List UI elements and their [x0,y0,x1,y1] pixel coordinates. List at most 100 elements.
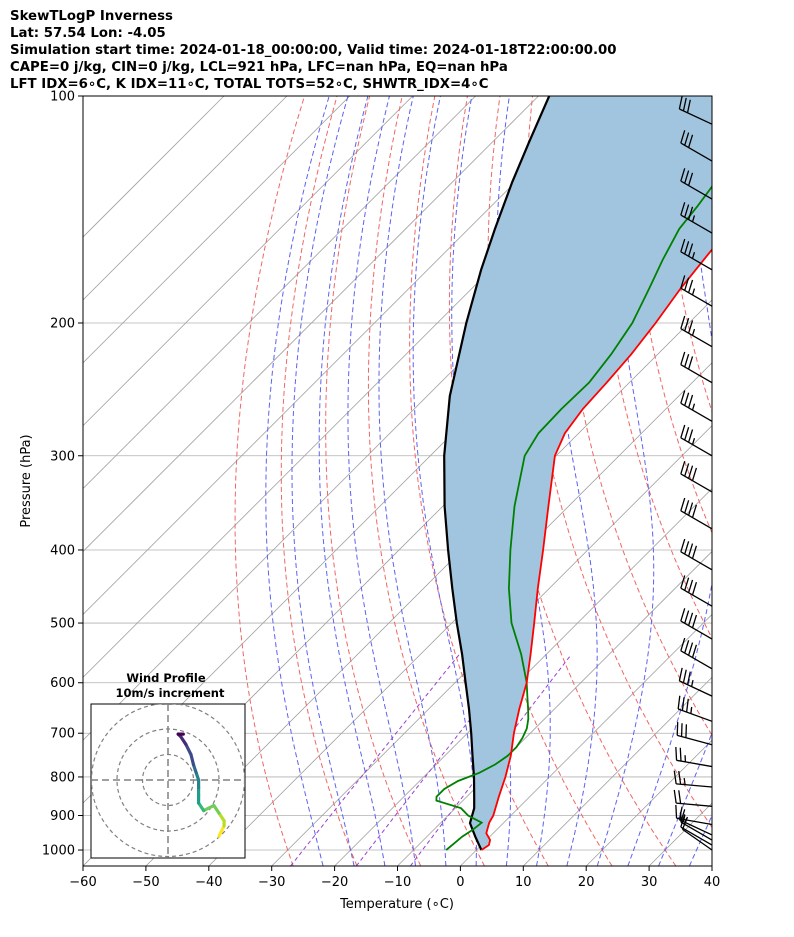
hodograph-trace-segment [202,803,216,813]
isotherm [83,96,602,615]
isotherm [83,96,413,427]
wind-barb [680,315,713,348]
dry-adiabat [595,96,712,640]
title-times: Simulation start time: 2024-01-18_00:00:… [10,43,617,58]
hodograph-title: Wind Profile [126,671,206,685]
isotherm [83,96,288,301]
y-tick-label: 1000 [42,844,75,859]
title-location: Lat: 57.54 Lon: -4.05 [10,26,166,41]
title-other-indices: LFT IDX=6∘C, K IDX=11∘C, TOTAL TOTS=52∘C… [10,77,489,92]
moist-adiabat [265,96,330,866]
isotherm [775,96,794,866]
isotherm [83,96,351,364]
x-tick-label: 0 [456,875,464,890]
mixing-ratio-line [290,653,460,866]
temperature-line [480,248,712,851]
wind-barb [676,722,713,746]
dry-adiabat [761,96,794,866]
x-tick-label: −10 [384,875,411,890]
x-tick-label: 10 [515,875,532,890]
parcel-temperature-area [444,96,712,850]
dry-adiabat [325,96,422,866]
dry-adiabat [728,96,794,866]
dry-adiabat [367,96,485,866]
wind-barb [673,789,713,807]
isotherm [271,425,712,866]
x-tick-label: −50 [132,875,159,890]
isotherm [460,613,712,866]
chart-header: SkewTLogP Inverness Lat: 57.54 Lon: -4.0… [10,8,790,93]
x-tick-label: −30 [258,875,285,890]
y-tick-label: 100 [50,90,75,105]
axes: −60 −50 −40 −30 −20 −10 0 10 20 30 40 1000 900 800 700… [42,90,720,891]
wind-barb [680,637,713,670]
wind-barb [680,168,713,200]
y-tick-label: 200 [50,316,75,331]
wind-barb [680,390,713,422]
isotherm [397,550,712,866]
y-tick-label: 500 [50,617,75,632]
plot-area [83,96,794,866]
wind-barb [680,460,713,493]
moist-adiabat [318,96,386,866]
y-tick-label: 800 [50,770,75,785]
wind-barb [678,95,713,125]
wind-barb [673,770,713,788]
isotherm [83,96,539,553]
mixing-ratio-lines [290,653,572,866]
wind-barb [680,130,713,162]
wind-barb [675,804,713,826]
wind-barb [680,424,713,457]
title-stability-indices: CAPE=0 j/kg, CIN=0 j/kg, LCL=921 hPa, LF… [10,60,508,75]
moist-adiabat [378,96,447,866]
moist-adiabat [720,96,794,866]
hodograph-inset: Wind Profile 10m/s increment [90,671,246,859]
moist-adiabat [596,96,655,866]
wind-barb [680,608,713,640]
y-tick-label: 600 [50,676,75,691]
dry-adiabat [409,96,549,866]
moist-adiabats [265,96,794,866]
x-tick-label: 20 [578,875,595,890]
y-tick-label: 300 [50,449,75,464]
wind-barbs [673,95,713,851]
wind-barb [675,746,713,768]
dewpoint-line [435,185,712,851]
x-tick-label: 30 [641,875,658,890]
dry-adiabat [234,96,305,866]
hodograph-trace-segment [184,742,193,757]
wind-barb [680,351,713,384]
wind-barb [680,275,713,307]
x-axis-label: Temperature (∘C) [339,897,454,912]
dry-adiabat [280,96,358,866]
moist-adiabat [412,96,477,866]
dry-adiabat [662,96,712,414]
isotherm [83,96,476,490]
isotherm [208,362,712,866]
wind-barb [680,497,713,530]
hodograph-subtitle: 10m/s increment [116,686,225,700]
isotherm [523,676,712,866]
moist-adiabat [347,96,416,866]
mixing-ratio-line [355,653,522,866]
wind-barb [680,575,713,607]
pressure-gridlines [83,96,712,851]
wind-barb [680,202,713,234]
title-station: SkewTLogP Inverness [10,9,173,24]
x-tick-label: −20 [321,875,348,890]
wind-barb [680,238,713,271]
parcel-profile-line [443,96,551,851]
wind-barb [680,809,713,841]
y-tick-label: 700 [50,727,75,742]
wind-barb [680,538,713,571]
isotherm [83,96,225,238]
y-tick-label: 400 [50,543,75,558]
isotherm [711,865,712,866]
y-tick-label: 900 [50,809,75,824]
y-axis-label: Pressure (hPa) [19,434,34,527]
hodograph-trace-segment [189,752,196,767]
x-tick-label: −60 [69,875,96,890]
x-tick-label: 40 [704,875,721,890]
wind-barb [677,695,713,722]
